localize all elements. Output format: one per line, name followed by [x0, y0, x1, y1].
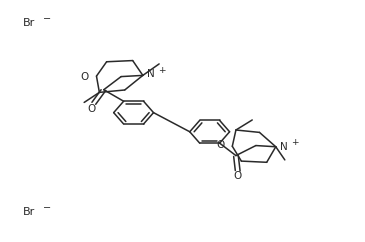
Text: N: N — [147, 69, 155, 79]
Text: −: − — [43, 203, 51, 213]
Text: O: O — [80, 72, 88, 82]
Text: +: + — [158, 66, 166, 75]
Text: +: + — [291, 138, 299, 147]
Text: N: N — [280, 142, 288, 152]
Text: −: − — [43, 14, 51, 24]
Text: Br: Br — [23, 18, 35, 28]
Text: O: O — [88, 104, 96, 114]
Text: Br: Br — [23, 207, 35, 217]
Text: O: O — [234, 171, 242, 182]
Text: O: O — [216, 140, 224, 150]
